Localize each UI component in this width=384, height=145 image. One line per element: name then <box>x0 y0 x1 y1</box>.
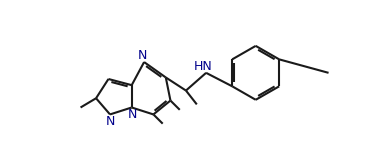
Text: N: N <box>138 49 147 62</box>
Text: N: N <box>128 108 137 121</box>
Text: N: N <box>105 115 115 128</box>
Text: HN: HN <box>194 60 212 73</box>
